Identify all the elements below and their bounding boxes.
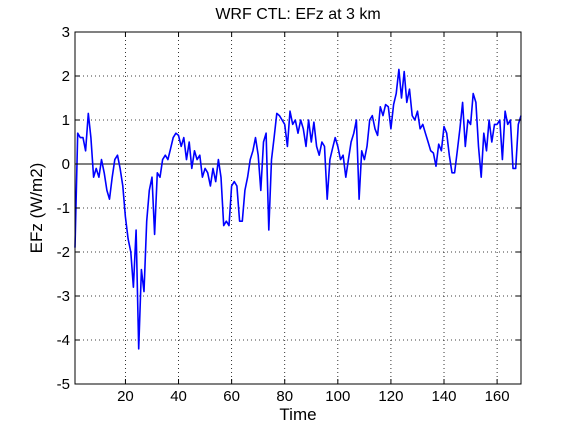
y-tick-label: -4: [57, 332, 70, 349]
x-tick-label: 60: [223, 388, 240, 405]
y-tick-label: -5: [57, 376, 70, 393]
chart-title: WRF CTL: EFz at 3 km: [215, 6, 380, 23]
x-tick-label: 80: [276, 388, 293, 405]
x-tick-label: 20: [117, 388, 134, 405]
x-axis-label: Time: [279, 405, 316, 424]
x-tick-label: 40: [170, 388, 187, 405]
y-tick-label: -1: [57, 200, 70, 217]
x-tick-label: 100: [325, 388, 350, 405]
x-tick-label: 140: [431, 388, 456, 405]
plot-background: [75, 32, 521, 384]
y-tick-label: -2: [57, 244, 70, 261]
tick-labels: 20 40 60 80 100 120 140 160 -5 -4 -3 -2 -1 0 1 2 3: [57, 24, 510, 405]
x-tick-label: 160: [485, 388, 510, 405]
y-tick-label: 3: [62, 24, 70, 41]
y-tick-label: 1: [62, 112, 70, 129]
y-axis-label: EFz (W/m2): [27, 163, 46, 254]
series-line: [74, 68, 522, 350]
x-tick-label: 120: [378, 388, 403, 405]
y-tick-label: 2: [62, 68, 70, 85]
y-tick-label: 0: [62, 156, 70, 173]
ticks: [75, 31, 521, 385]
y-tick-label: -3: [57, 288, 70, 305]
